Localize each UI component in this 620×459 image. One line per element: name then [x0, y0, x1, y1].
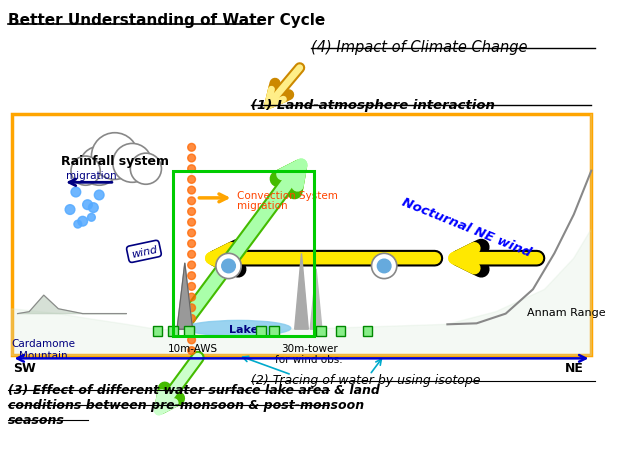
Circle shape	[74, 221, 82, 229]
Circle shape	[188, 165, 195, 173]
Bar	[12, 115, 591, 356]
Text: Convection System: Convection System	[237, 190, 338, 201]
Text: SW: SW	[14, 362, 37, 375]
Polygon shape	[294, 254, 308, 330]
Circle shape	[188, 325, 195, 333]
Circle shape	[71, 157, 100, 186]
Circle shape	[113, 144, 152, 183]
Circle shape	[91, 134, 138, 180]
Text: NE: NE	[565, 362, 583, 375]
Polygon shape	[17, 296, 126, 314]
Bar	[256, 326, 265, 336]
Circle shape	[188, 347, 195, 355]
Bar	[168, 326, 178, 336]
Polygon shape	[177, 263, 193, 330]
Circle shape	[188, 208, 195, 216]
Circle shape	[188, 251, 195, 258]
Circle shape	[188, 155, 195, 162]
Circle shape	[188, 262, 195, 269]
Circle shape	[188, 219, 195, 227]
Bar	[335, 326, 345, 336]
Circle shape	[94, 190, 104, 201]
Circle shape	[371, 254, 397, 279]
Circle shape	[222, 260, 236, 273]
Bar	[363, 326, 373, 336]
Circle shape	[82, 201, 92, 210]
Text: 10m-AWS: 10m-AWS	[167, 343, 218, 353]
Text: Better Understanding of Water Cycle: Better Understanding of Water Cycle	[8, 13, 325, 28]
Text: (2) Tracing of water by using isotope: (2) Tracing of water by using isotope	[251, 373, 480, 386]
Text: Rainfall system: Rainfall system	[61, 155, 169, 168]
Text: Annam Range: Annam Range	[527, 307, 606, 317]
Circle shape	[188, 304, 195, 312]
Circle shape	[188, 187, 195, 195]
Circle shape	[188, 144, 195, 152]
Bar	[316, 326, 326, 336]
Polygon shape	[310, 269, 322, 330]
Text: migration: migration	[237, 201, 288, 210]
Circle shape	[188, 176, 195, 184]
Text: (1) Land-atmosphere interaction: (1) Land-atmosphere interaction	[251, 99, 495, 112]
Circle shape	[188, 197, 195, 205]
Circle shape	[188, 336, 195, 344]
Polygon shape	[12, 115, 591, 356]
Text: Nocturnal NE wind: Nocturnal NE wind	[401, 196, 533, 259]
Text: (4) Impact of Climate Change: (4) Impact of Climate Change	[311, 40, 528, 55]
Circle shape	[89, 203, 98, 213]
Bar	[270, 326, 279, 336]
Circle shape	[188, 240, 195, 248]
Text: wind: wind	[130, 244, 158, 259]
Text: Cardamome
Mountain: Cardamome Mountain	[12, 338, 76, 360]
Circle shape	[65, 205, 75, 215]
Text: (3) Effect of different water surface lake area & land
conditions between pre-mo: (3) Effect of different water surface la…	[8, 383, 379, 426]
Circle shape	[378, 260, 391, 273]
Circle shape	[71, 188, 81, 197]
Circle shape	[188, 315, 195, 323]
Circle shape	[87, 214, 95, 222]
Circle shape	[216, 254, 241, 279]
Bar	[153, 326, 162, 336]
Circle shape	[188, 272, 195, 280]
Bar	[173, 171, 314, 336]
Text: 30m-tower
for wind obs.: 30m-tower for wind obs.	[275, 343, 343, 364]
Circle shape	[188, 230, 195, 237]
Circle shape	[188, 294, 195, 301]
Circle shape	[80, 147, 118, 186]
Circle shape	[78, 217, 87, 227]
Text: migration: migration	[66, 171, 117, 181]
Bar	[184, 326, 193, 336]
Circle shape	[130, 154, 161, 185]
Text: Lake: Lake	[229, 325, 258, 335]
Ellipse shape	[186, 321, 291, 336]
Circle shape	[188, 283, 195, 291]
